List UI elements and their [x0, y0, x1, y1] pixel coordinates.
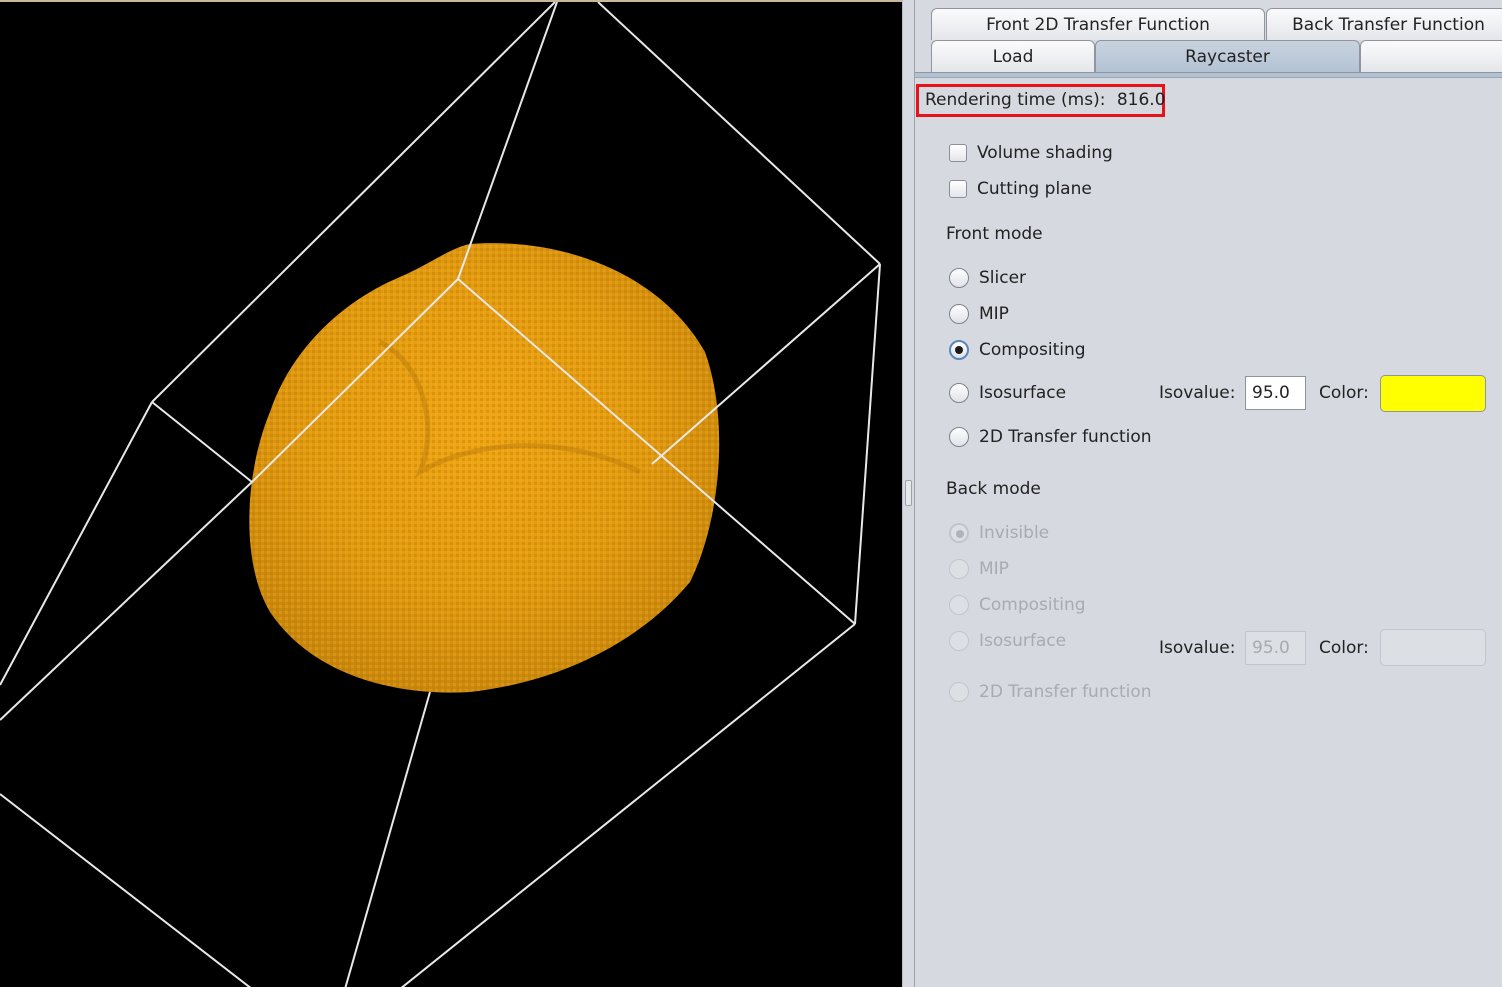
rendering-time-readout: Rendering time (ms): 816.0: [916, 84, 1166, 117]
rendering-time-value: 816.0: [1116, 90, 1166, 110]
rendering-time-label: Rendering time (ms):: [925, 90, 1106, 110]
radio-circle-icon: [949, 383, 969, 403]
front-isovalue-input[interactable]: 95.0: [1245, 376, 1306, 410]
radio-circle-icon: [949, 595, 969, 615]
back-compositing-label: Compositing: [979, 595, 1086, 615]
front-compositing-radio[interactable]: Compositing: [949, 338, 1086, 362]
front-compositing-label: Compositing: [979, 340, 1086, 360]
back-color-swatch-button[interactable]: [1380, 629, 1486, 666]
back-compositing-radio[interactable]: Compositing: [949, 593, 1086, 617]
radio-circle-icon: [949, 268, 969, 288]
back-mip-label: MIP: [979, 559, 1009, 579]
radio-circle-icon: [949, 682, 969, 702]
front-isosurface-radio[interactable]: Isosurface: [949, 381, 1066, 405]
back-mode-title: Back mode: [946, 479, 1041, 499]
back-invisible-label: Invisible: [979, 523, 1050, 543]
volume-shading-label: Volume shading: [977, 143, 1113, 163]
front-isosurface-label: Isosurface: [979, 383, 1067, 403]
splitter-grip[interactable]: [905, 480, 912, 506]
tab-front-2d-transfer-function[interactable]: Front 2D Transfer Function: [931, 8, 1265, 40]
checkbox-box-icon: [949, 144, 967, 162]
cutting-plane-label: Cutting plane: [977, 179, 1092, 199]
front-mip-label: MIP: [979, 304, 1009, 324]
tab-extra[interactable]: [1360, 40, 1502, 72]
front-mip-radio[interactable]: MIP: [949, 302, 1009, 326]
cutting-plane-checkbox[interactable]: Cutting plane: [949, 177, 1092, 201]
back-color-label: Color:: [1319, 638, 1369, 658]
back-isovalue-label: Isovalue:: [1159, 638, 1236, 658]
split-pane-divider[interactable]: [902, 0, 915, 987]
front-2d-transfer-label: 2D Transfer function: [979, 427, 1152, 447]
volume-render: [249, 243, 720, 693]
tab-back-transfer-function[interactable]: Back Transfer Function: [1266, 8, 1502, 40]
raycaster-panel: Front 2D Transfer Function Back Transfer…: [915, 0, 1502, 987]
volume-render-canvas[interactable]: [0, 2, 902, 987]
front-isovalue-label: Isovalue:: [1159, 383, 1236, 403]
tab-load[interactable]: Load: [931, 40, 1095, 72]
front-2d-transfer-radio[interactable]: 2D Transfer function: [949, 425, 1152, 449]
radio-circle-icon: [949, 559, 969, 579]
front-slicer-label: Slicer: [979, 268, 1027, 288]
checkbox-box-icon: [949, 180, 967, 198]
back-isosurface-label: Isosurface: [979, 631, 1067, 651]
front-mode-title: Front mode: [946, 224, 1043, 244]
front-slicer-radio[interactable]: Slicer: [949, 266, 1026, 290]
radio-circle-icon: [949, 304, 969, 324]
render-viewport[interactable]: [0, 0, 902, 987]
back-2d-transfer-radio[interactable]: 2D Transfer function: [949, 680, 1152, 704]
radio-selected-icon: [949, 523, 969, 543]
back-isovalue-input[interactable]: 95.0: [1245, 631, 1306, 665]
back-mip-radio[interactable]: MIP: [949, 557, 1009, 581]
tab-raycaster[interactable]: Raycaster: [1095, 40, 1360, 72]
back-isosurface-radio[interactable]: Isosurface: [949, 629, 1066, 653]
volume-shading-checkbox[interactable]: Volume shading: [949, 141, 1113, 165]
back-invisible-radio[interactable]: Invisible: [949, 521, 1049, 545]
radio-selected-icon: [949, 340, 969, 360]
front-color-swatch-button[interactable]: [1380, 375, 1486, 412]
back-2d-transfer-label: 2D Transfer function: [979, 682, 1152, 702]
tab-content-border: [915, 72, 1502, 78]
bounding-box-wireframe: [0, 2, 881, 987]
radio-circle-icon: [949, 631, 969, 651]
front-color-label: Color:: [1319, 383, 1369, 403]
radio-circle-icon: [949, 427, 969, 447]
